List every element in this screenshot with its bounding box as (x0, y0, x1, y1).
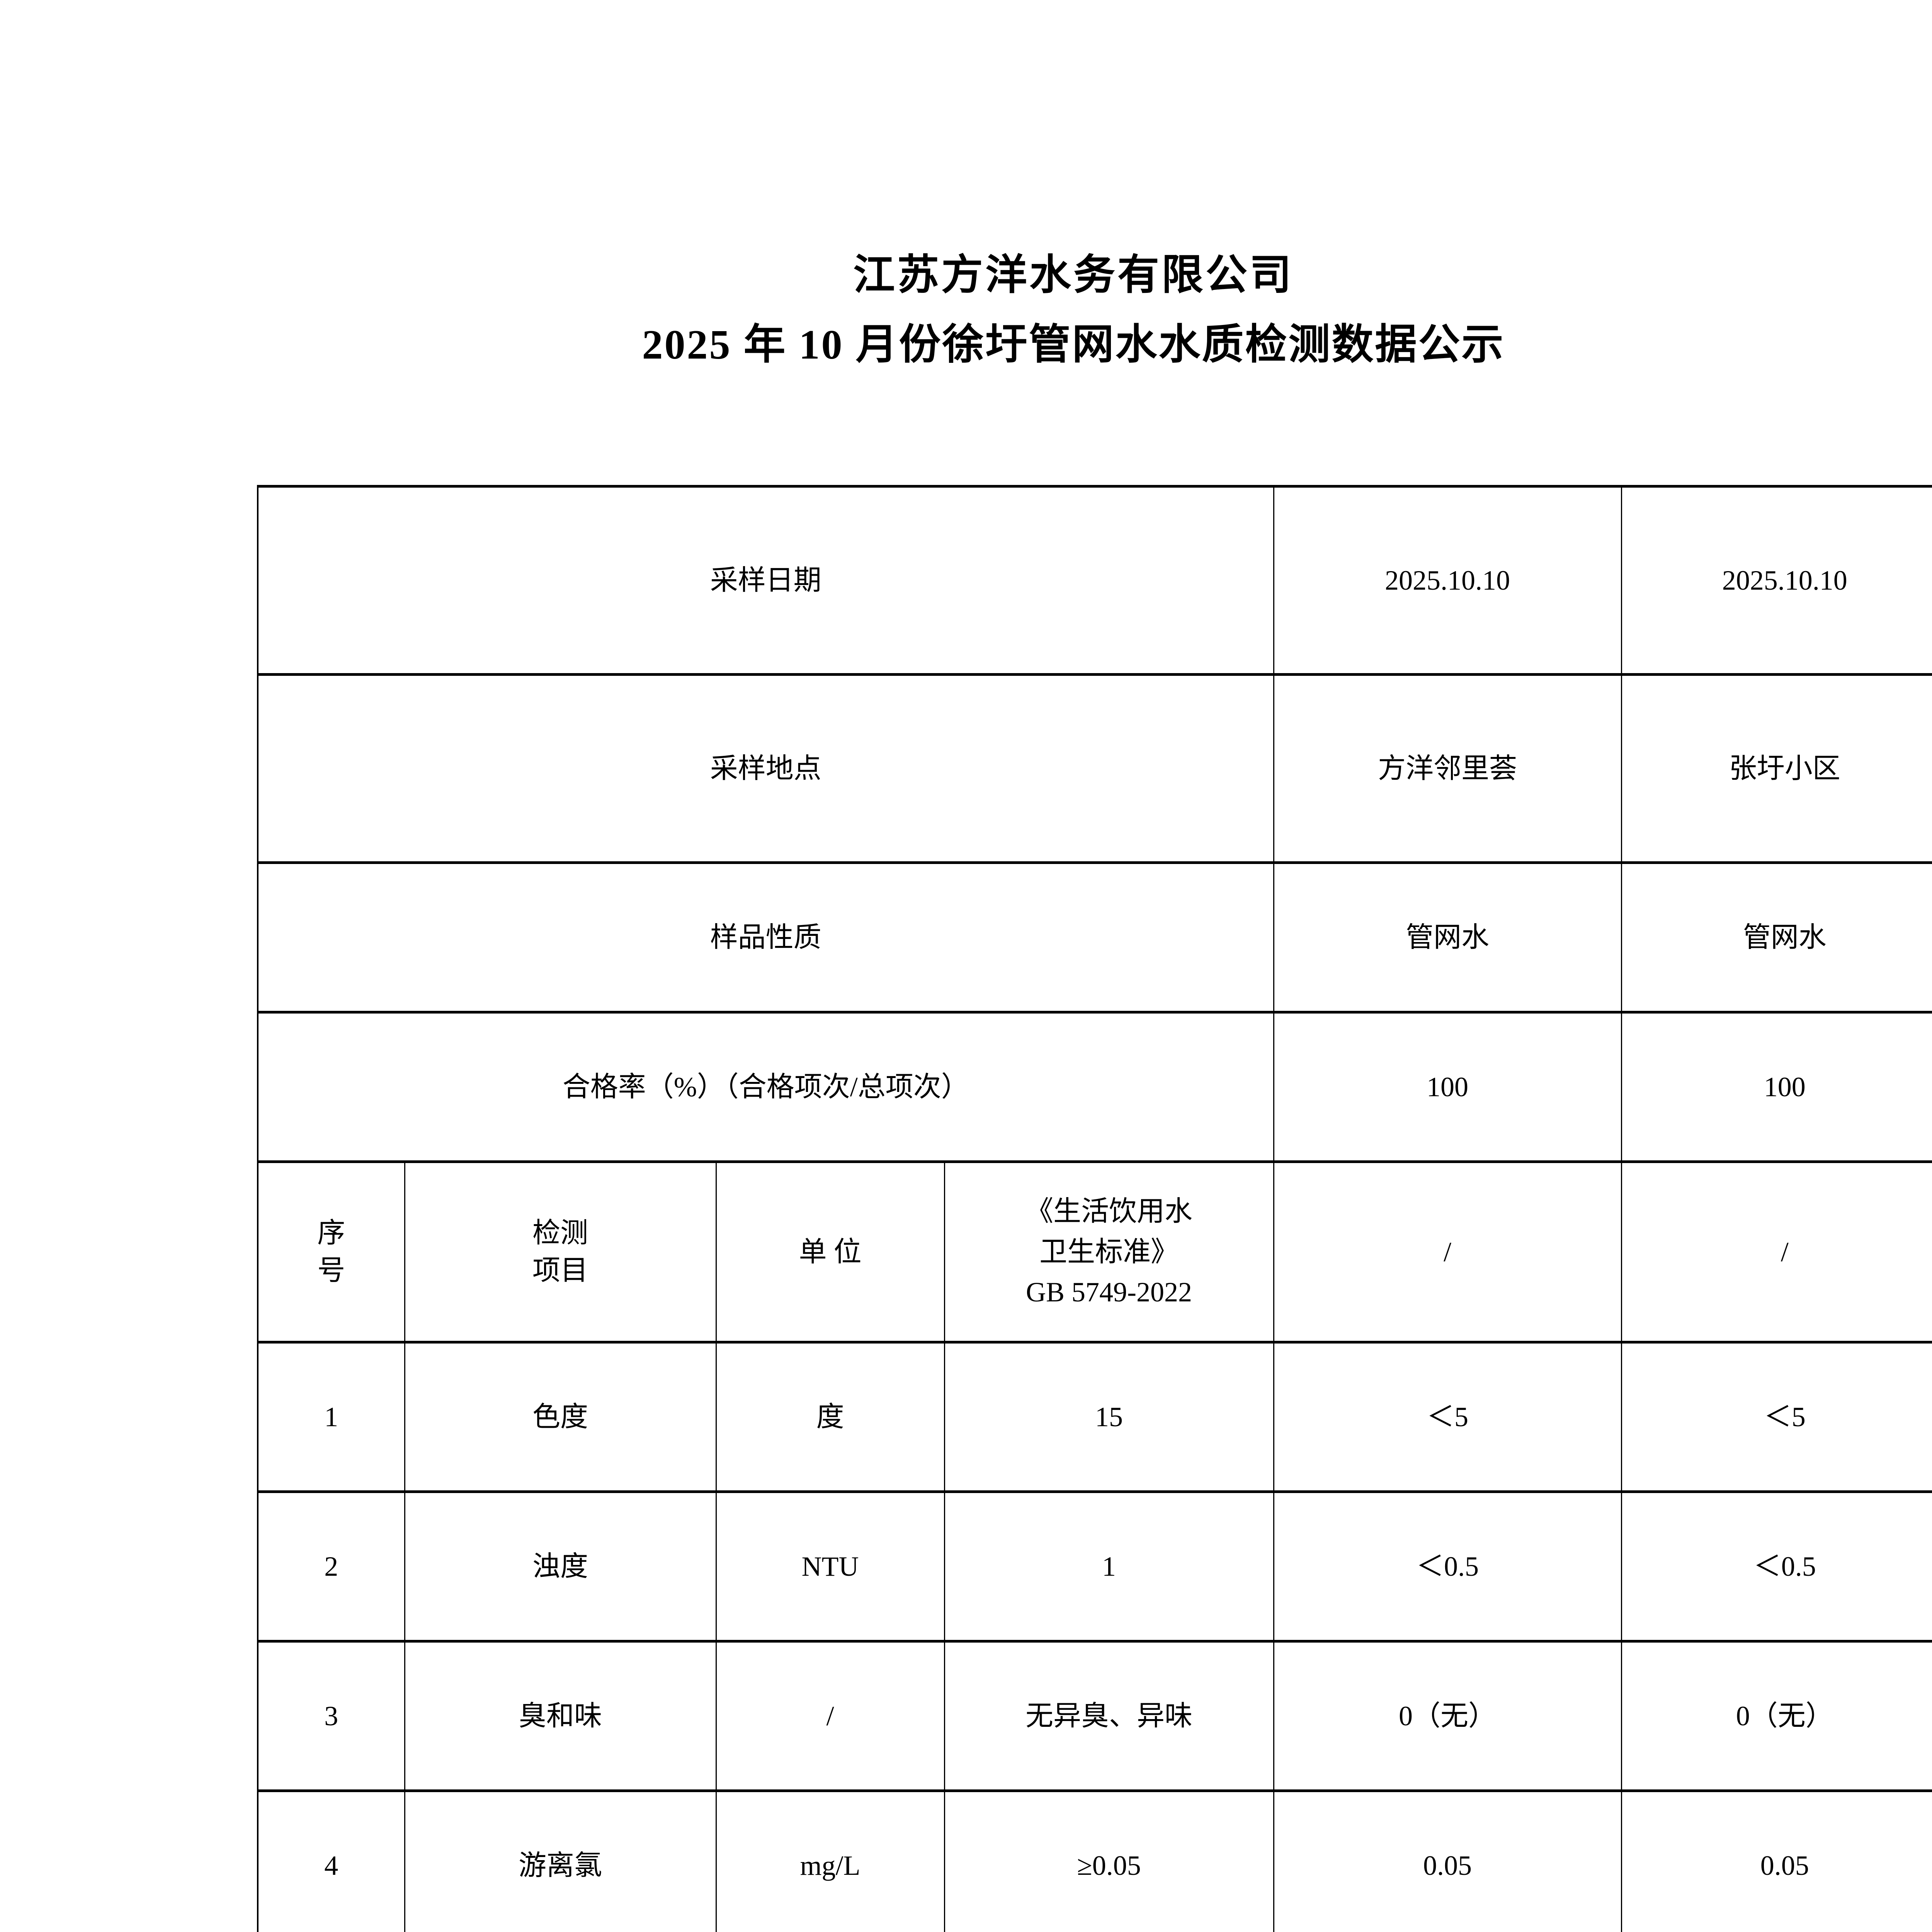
row-sequence: 3 (257, 1641, 405, 1792)
row-unit-line1: 度 (816, 1401, 844, 1432)
sample-type-value-1: 管网水 (1273, 862, 1622, 1014)
header-standard: 《生活饮用水 卫生标准》 GB 5749-2022 (944, 1161, 1274, 1344)
row-value-2: ＜0.5 (1621, 1491, 1932, 1643)
pass-rate-value-1: 100 (1273, 1012, 1622, 1163)
row-sequence: 4 (257, 1790, 405, 1932)
sampling-location-value-1: 方洋邻里荟 (1273, 674, 1622, 864)
row-item-line1: 臭和味 (518, 1700, 602, 1731)
row-unit: 度 (715, 1342, 945, 1493)
row-unit: NTU (715, 1491, 945, 1643)
sampling-location-value-2: 张圩小区 (1621, 674, 1932, 864)
row-item: 色度 (404, 1342, 717, 1493)
row-unit: / (715, 1641, 945, 1792)
row-unit-line1: NTU (801, 1551, 859, 1582)
row-unit-line1: mg/L (800, 1850, 861, 1881)
sample-type-label: 样品性质 (257, 862, 1274, 1014)
row-value-2: 0.05 (1621, 1790, 1932, 1932)
row-value-2: ＜5 (1621, 1342, 1932, 1493)
water-quality-table: 采样日期 2025.10.10 2025.10.10 采样地点 方洋邻里荟 张圩… (257, 485, 1932, 1932)
row-value-2: 0（无） (1621, 1641, 1932, 1792)
row-unit: mg/L (715, 1790, 945, 1932)
table-row: 样品性质 管网水 管网水 (257, 862, 1932, 1014)
header-item-line2: 项目 (532, 1255, 588, 1286)
header-value-2: / (1621, 1161, 1932, 1344)
table-row: 1 色度 度 15 ＜5 ＜5 (257, 1342, 1932, 1493)
header-standard-line3: GB 5749-2022 (1026, 1277, 1192, 1308)
row-sequence: 2 (257, 1491, 405, 1643)
row-item-line1: 浊度 (532, 1551, 588, 1582)
sampling-location-label: 采样地点 (257, 674, 1274, 864)
title-block: 江苏方洋水务有限公司 2025 年 10 月份徐圩管网水水质检测数据公示 (0, 247, 1932, 373)
row-standard: 1 (944, 1491, 1274, 1643)
header-value-1: / (1273, 1161, 1622, 1344)
row-item: 游离氯 (404, 1790, 717, 1932)
pass-rate-value-2: 100 (1621, 1012, 1932, 1163)
company-title: 江苏方洋水务有限公司 (853, 252, 1294, 298)
table-row: 采样地点 方洋邻里荟 张圩小区 (257, 674, 1932, 864)
row-standard: 无异臭、异味 (944, 1641, 1274, 1792)
header-seq-line2: 号 (317, 1255, 345, 1286)
table-header-row: 序 号 检测 项目 单 位 《生活饮用水 卫生标准》 G (257, 1161, 1932, 1344)
row-standard: 15 (944, 1342, 1274, 1493)
row-value-1: 0（无） (1273, 1641, 1622, 1792)
row-standard: ≥0.05 (944, 1790, 1274, 1932)
sampling-date-value-1: 2025.10.10 (1273, 486, 1622, 676)
table-row: 2 浊度 NTU 1 ＜0.5 ＜0.5 (257, 1491, 1932, 1643)
pass-rate-label: 合格率（%）（合格项次/总项次） (257, 1012, 1274, 1163)
header-standard-line2: 卫生标准》 (1039, 1236, 1179, 1267)
table-row: 4 游离氯 mg/L ≥0.05 0.05 0.05 (257, 1790, 1932, 1932)
header-item-line1: 检测 (532, 1217, 588, 1248)
row-item-line1: 游离氯 (518, 1850, 602, 1881)
header-item: 检测 项目 (404, 1161, 717, 1344)
row-sequence: 1 (257, 1342, 405, 1493)
row-value-1: 0.05 (1273, 1790, 1622, 1932)
sampling-date-label: 采样日期 (257, 486, 1274, 676)
sampling-date-value-2: 2025.10.10 (1621, 486, 1932, 676)
row-unit-line1: / (826, 1700, 834, 1731)
header-sequence: 序 号 (257, 1161, 405, 1344)
report-table-wrap: 采样日期 2025.10.10 2025.10.10 采样地点 方洋邻里荟 张圩… (257, 485, 1932, 1932)
table-row: 3 臭和味 / 无异臭、异味 0（无） 0（无） (257, 1641, 1932, 1792)
row-value-1: ＜0.5 (1273, 1491, 1622, 1643)
report-title: 2025 年 10 月份徐圩管网水水质检测数据公示 (642, 321, 1505, 368)
header-seq-line1: 序 (317, 1217, 345, 1248)
table-row: 采样日期 2025.10.10 2025.10.10 (257, 486, 1932, 676)
row-value-1: ＜5 (1273, 1342, 1622, 1493)
row-item: 浊度 (404, 1491, 717, 1643)
row-item: 臭和味 (404, 1641, 717, 1792)
row-item-line1: 色度 (532, 1401, 588, 1432)
header-unit: 单 位 (715, 1161, 945, 1344)
header-standard-line1: 《生活饮用水 (1026, 1196, 1193, 1227)
sample-type-value-2: 管网水 (1621, 862, 1932, 1014)
table-row: 合格率（%）（合格项次/总项次） 100 100 (257, 1012, 1932, 1163)
